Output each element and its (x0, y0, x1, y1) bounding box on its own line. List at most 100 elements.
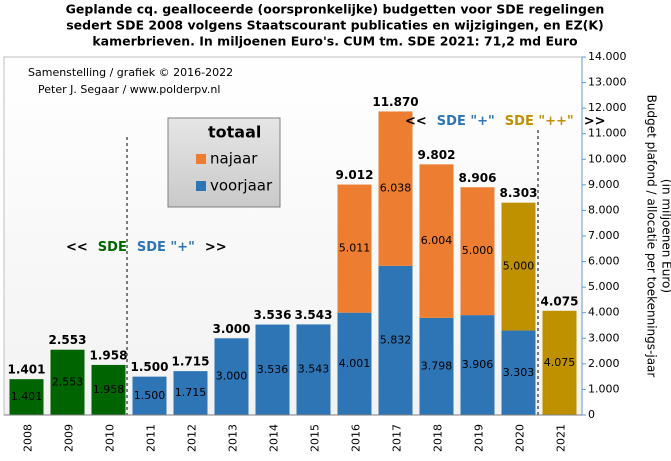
x-tick-label: 2016 (350, 424, 363, 452)
segment-label: 1.958 (93, 383, 125, 396)
x-tick-label: 2017 (391, 424, 404, 452)
segment-label: 1.500 (134, 389, 166, 402)
segment-label: 5.832 (380, 333, 412, 346)
bar-segment (255, 324, 290, 415)
legend-label: najaar (210, 150, 258, 168)
x-tick-label: 2008 (22, 424, 35, 452)
y-tick-label: 0 (588, 408, 595, 421)
legend-title: totaal (208, 123, 261, 142)
bar-segment (50, 349, 85, 415)
y-tick-label: 11.000 (588, 127, 627, 140)
annotation-part: << (66, 240, 88, 255)
total-label: 1.715 (172, 355, 210, 369)
credit: Samenstelling / grafiek © 2016-2022 (28, 66, 233, 79)
y-axis-label: (in miljoenen Euro) (660, 179, 671, 293)
segment-label: 3.543 (298, 363, 330, 376)
y-tick-label: 3.000 (588, 331, 620, 344)
bar-segment (378, 111, 413, 266)
x-tick-label: 2013 (227, 424, 240, 452)
x-tick-label: 2012 (186, 424, 199, 452)
x-tick-label: 2009 (63, 424, 76, 452)
total-label: 3.543 (295, 308, 333, 322)
y-tick-label: 12.000 (588, 101, 627, 114)
x-tick-label: 2020 (514, 424, 527, 452)
bar-segment (501, 202, 536, 331)
total-label: 8.303 (500, 186, 538, 200)
bar-segment (419, 164, 454, 318)
segment-label: 6.004 (421, 234, 453, 247)
total-label: 3.000 (213, 322, 251, 336)
y-tick-label: 9.000 (588, 178, 620, 191)
segment-label: 3.906 (462, 358, 494, 371)
bar-segment (460, 315, 495, 415)
annotation: << SDE "+" SDE "++" >> (405, 114, 606, 129)
total-label: 11.870 (372, 95, 418, 109)
segment-label: 6.038 (380, 182, 412, 195)
y-tick-label: 6.000 (588, 255, 620, 268)
total-label: 9.012 (336, 168, 374, 182)
annotation-part: SDE "+" (137, 240, 195, 255)
bar-segment (296, 324, 331, 415)
y-tick-label: 8.000 (588, 203, 620, 216)
annotation-part: << (405, 114, 427, 129)
y-tick-label: 10.000 (588, 152, 627, 165)
legend (167, 117, 281, 208)
bar-segment (214, 338, 249, 415)
total-label: 4.075 (541, 294, 579, 308)
chart-title: Geplande cq. gealloceerde (oorspronkelij… (66, 2, 605, 17)
annotation-part: SDE "++" (505, 114, 574, 129)
x-tick-label: 2011 (145, 424, 158, 452)
y-tick-label: 14.000 (588, 50, 627, 63)
y-axis-label: Budget plafond / allocatie per toekennin… (645, 95, 659, 378)
segment-label: 1.715 (175, 386, 207, 399)
segment-label: 5.011 (339, 242, 371, 255)
bar-segment (91, 364, 126, 415)
chart-title: kamerbrieven. In miljoenen Euro's. CUM t… (92, 34, 578, 49)
annotation-part: SDE "+" (437, 114, 495, 129)
x-tick-label: 2014 (268, 424, 281, 452)
total-label: 1.958 (90, 348, 128, 362)
bar-segment (337, 312, 372, 415)
segment-label: 5.000 (503, 260, 535, 273)
segment-label: 4.075 (544, 356, 576, 369)
total-label: 2.553 (49, 333, 87, 347)
x-tick-label: 2019 (473, 424, 486, 452)
total-label: 1.500 (131, 360, 169, 374)
y-tick-label: 4.000 (588, 306, 620, 319)
bar-segment (9, 379, 44, 415)
legend-swatch (196, 181, 206, 191)
y-tick-label: 5.000 (588, 280, 620, 293)
annotation: << SDE SDE "+" >> (66, 240, 227, 255)
x-tick-label: 2021 (555, 424, 568, 452)
credit: Peter J. Segaar / www.polderpv.nl (38, 83, 220, 96)
legend-label: voorjaar (210, 177, 273, 195)
bar-segment (173, 371, 208, 415)
legend-swatch (196, 154, 206, 164)
annotation-part: >> (584, 114, 606, 129)
annotation-part: SDE (98, 240, 127, 255)
x-tick-label: 2010 (104, 424, 117, 452)
bar-segment (460, 187, 495, 316)
chart-title: sedert SDE 2008 volgens Staatscourant pu… (66, 18, 604, 33)
y-tick-label: 1.000 (588, 382, 620, 395)
total-label: 1.401 (8, 363, 46, 377)
segment-label: 4.001 (339, 357, 371, 370)
bar-segment (501, 330, 536, 415)
segment-label: 3.536 (257, 363, 289, 376)
bar-segment (132, 376, 167, 415)
x-tick-label: 2015 (309, 424, 322, 452)
bar-segment (419, 317, 454, 415)
annotation-part: >> (205, 240, 227, 255)
bar-segment (337, 184, 372, 313)
x-tick-label: 2018 (432, 424, 445, 452)
segment-label: 3.303 (503, 366, 535, 379)
segment-label: 2.553 (52, 375, 84, 388)
total-label: 8.906 (459, 171, 497, 185)
bar-segment (378, 265, 413, 415)
y-tick-label: 2.000 (588, 357, 620, 370)
segment-label: 3.000 (216, 370, 248, 383)
segment-label: 1.401 (11, 390, 43, 403)
total-label: 3.536 (254, 308, 292, 322)
y-tick-label: 13.000 (588, 76, 627, 89)
